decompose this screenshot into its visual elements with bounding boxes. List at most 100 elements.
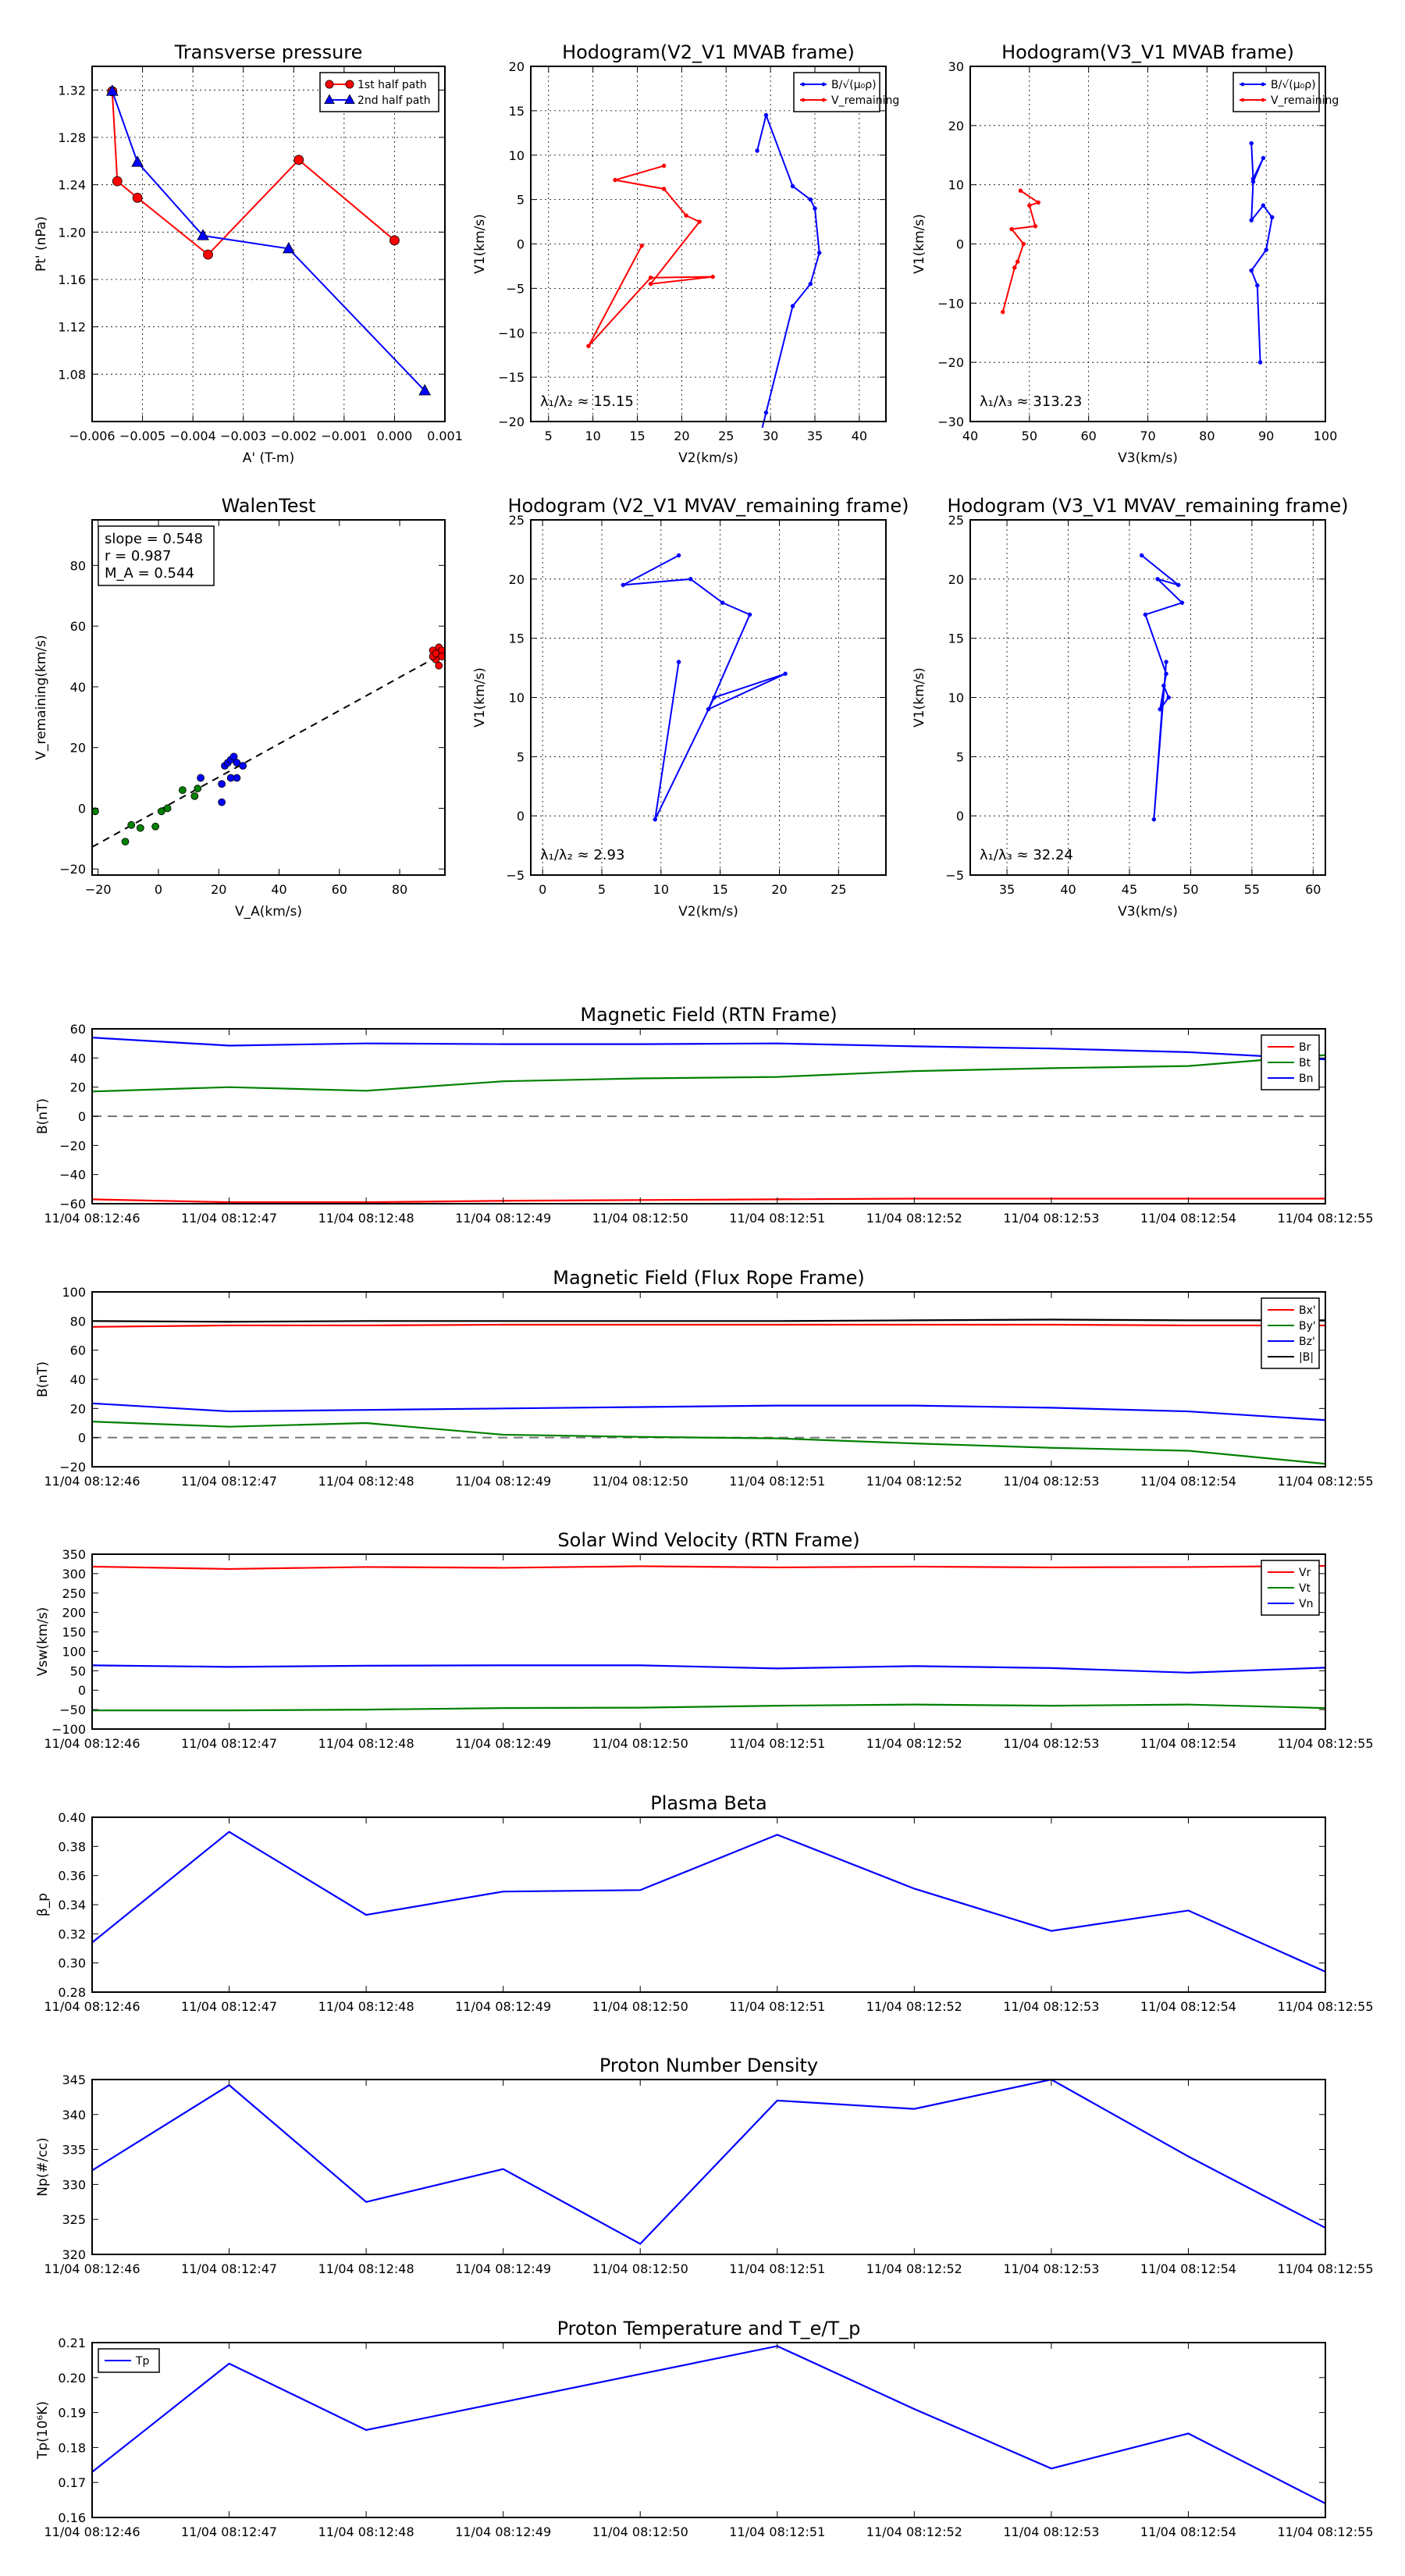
series-line-vremaining [588,165,713,347]
data-point [194,785,202,793]
y-tick-label: −30 [937,415,964,429]
data-point [157,807,165,816]
data-point [1012,265,1017,270]
x-tick-label: 50 [1183,882,1198,897]
x-tick-label: −0.004 [170,429,216,443]
y-tick-label: −100 [52,1722,86,1737]
series-line-2ndhalfpath [111,91,425,392]
x-tick-label: 11/04 08:12:46 [44,2261,140,2276]
data-point [233,774,241,782]
x-tick-label: 11/04 08:12:55 [1277,2524,1373,2539]
data-point [136,824,144,832]
eigenvalue-ratio: λ₁/λ₂ ≈ 2.93 [540,847,624,863]
y-tick-label: 60 [70,619,86,634]
x-tick-label: 11/04 08:12:54 [1140,1474,1236,1489]
y-tick-label: −20 [59,862,86,877]
series-line-np [91,2078,1326,2245]
data-point [1009,226,1014,232]
x-tick-label: 30 [763,429,778,443]
x-tick-label: 11/04 08:12:47 [181,2261,277,2276]
y-tick-label: 5 [956,749,964,764]
y-tick-label: 0.34 [58,1898,86,1912]
x-tick-label: 11/04 08:12:46 [44,1474,140,1489]
legend: Tp [98,2348,160,2373]
x-tick-label: 11/04 08:12:54 [1140,2261,1236,2276]
x-tick-label: 10 [585,429,600,443]
x-tick-label: 20 [211,882,226,897]
y-tick-label: 80 [70,1314,86,1329]
legend-label: Bx' [1299,1304,1316,1317]
y-tick-label: −20 [59,1138,86,1153]
y-tick-label: 25 [948,513,964,528]
data-point [1021,241,1026,247]
plot-area [621,553,788,822]
x-tick-label: −0.006 [69,429,115,443]
x-tick-label: 20 [771,882,787,897]
data-point [747,612,752,617]
x-axis-label: V2(km/s) [678,450,738,466]
data-point [661,163,667,169]
y-axis-label: Vsw(km/s) [35,1607,51,1677]
x-tick-label: 11/04 08:12:55 [1277,1211,1373,1226]
y-tick-label: 20 [948,572,964,587]
plot-area [91,1831,1326,1973]
y-tick-label: 1.16 [58,272,86,287]
data-point [1158,706,1162,712]
x-tick-label: 5 [545,429,553,443]
x-tick-label: 11/04 08:12:51 [729,1999,825,2014]
x-tick-label: 11/04 08:12:47 [181,2524,277,2539]
series-line-bz [91,1402,1326,1421]
series-line-1sthalfpath [111,91,396,256]
chart-title: Proton Temperature and T_e/T_p [557,2318,861,2339]
chart-p5: Hodogram (V2_V1 MVAV_remaining frame) 0 5 1… [472,495,909,920]
y-tick-label: 0 [78,801,86,816]
x-axis-label: V3(km/s) [1118,904,1178,920]
legend-marker [324,94,335,104]
eigenvalue-ratio: λ₁/λ₃ ≈ 32.24 [980,847,1073,863]
data-point [1264,247,1268,252]
chart-title: Magnetic Field (RTN Frame) [580,1004,837,1026]
series-line-vt [92,1703,1326,1712]
x-tick-label: 11/04 08:12:53 [1003,1999,1099,2014]
x-tick-label: 11/04 08:12:50 [592,1474,688,1489]
chart-t2: Magnetic Field (Flux Rope Frame) 11/04 08… [35,1267,1374,1489]
y-tick-label: −5 [506,868,525,883]
x-tick-label: 11/04 08:12:51 [729,1211,825,1226]
legend: Bx' By' Bz' |B| [1261,1297,1320,1369]
x-tick-label: 11/04 08:12:48 [318,1999,414,2014]
y-tick-label: 0 [956,809,964,824]
data-point [1139,553,1144,558]
x-tick-label: 11/04 08:12:52 [866,2524,962,2539]
chart-t5: Proton Number Density 11/04 08:12:46 11/04… [35,2055,1374,2276]
data-point [1261,203,1266,208]
data-point [1179,600,1185,605]
y-tick-label: 0.16 [58,2510,86,2525]
series-line-tp [91,2345,1326,2505]
y-tick-label: 20 [509,572,525,587]
y-tick-label: 0.21 [58,2336,86,2350]
y-tick-label: 40 [70,1051,86,1066]
y-tick-label: 1.20 [58,225,86,240]
x-tick-label: 11/04 08:12:55 [1277,1999,1373,2014]
legend-marker [344,94,355,104]
x-tick-label: 11/04 08:12:48 [318,2261,414,2276]
legend-label: Bn [1299,1073,1313,1085]
legend-label: |B| [1299,1351,1314,1364]
x-axis-label: V3(km/s) [1118,450,1178,466]
data-point [648,281,653,286]
chart-p4: WalenTest −20 0 20 40 60 80 −20 0 20 40 60 80 V_A(km/… [34,495,446,920]
y-tick-label: 1.32 [58,83,86,98]
data-point [163,804,172,813]
legend-marker [345,80,354,89]
y-tick-label: 335 [62,2143,86,2158]
series-line-b [756,112,820,428]
chart-p3: Hodogram(V3_V1 MVAB frame) 40 50 60 70 80 90 10… [912,41,1339,466]
y-tick-label: 0.18 [58,2440,86,2455]
y-tick-label: 20 [509,59,525,74]
data-point [432,649,440,658]
chart-title: WalenTest [222,495,316,517]
y-tick-label: 20 [70,1401,86,1416]
x-tick-label: 5 [598,882,606,897]
plot-frame [530,66,887,422]
y-tick-label: −40 [59,1168,86,1183]
